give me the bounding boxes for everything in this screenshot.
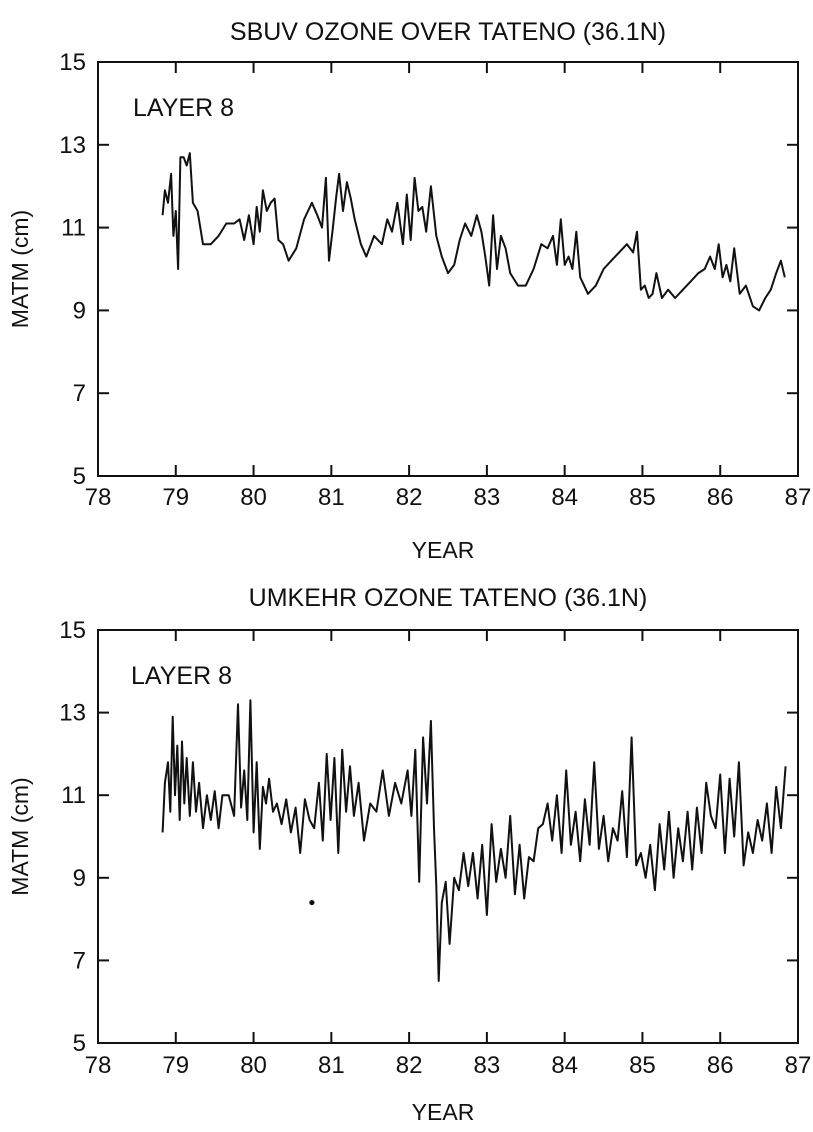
x-tick-label: 81 (318, 1052, 345, 1079)
x-tick-label: 84 (551, 484, 578, 511)
x-tick-label: 82 (396, 484, 423, 511)
x-tick-label: 82 (396, 1052, 423, 1079)
y-tick-label: 13 (59, 700, 86, 727)
x-tick-label: 79 (162, 1052, 189, 1079)
x-tick-label: 80 (240, 1052, 267, 1079)
x-tick-label: 85 (629, 484, 656, 511)
y-tick-label: 7 (73, 947, 86, 974)
y-tick-label: 11 (61, 215, 86, 242)
x-axis-label: YEAR (412, 1099, 475, 1125)
y-axis-label: MATM (cm) (7, 777, 33, 895)
x-tick-label: 78 (85, 1052, 112, 1079)
x-tick-label: 84 (551, 1052, 578, 1079)
series-line (161, 699, 787, 982)
x-tick-label: 83 (474, 1052, 501, 1079)
y-tick-label: 5 (73, 1030, 86, 1057)
x-tick-label: 80 (240, 484, 267, 511)
y-tick-label: 5 (73, 463, 86, 490)
y-axis-label: MATM (cm) (7, 210, 33, 328)
y-tick-label: 11 (61, 782, 86, 809)
x-tick-label: 85 (629, 1052, 656, 1079)
x-tick-label: 81 (318, 484, 345, 511)
y-tick-label: 9 (73, 865, 86, 892)
plot-frame (97, 629, 799, 1044)
chart-title: UMKEHR OZONE TATENO (36.1N) (249, 584, 648, 612)
series-line (161, 152, 786, 312)
chart-panel-umkehr: UMKEHR OZONE TATENO (36.1N)78 79 80 81 82 83 8… (7, 584, 811, 1125)
y-tick-label: 15 (59, 49, 86, 76)
x-tick-label: 87 (785, 484, 812, 511)
layer-annotation: LAYER 8 (133, 94, 234, 122)
y-tick-label: 9 (73, 297, 86, 324)
data-point (309, 899, 315, 906)
layer-annotation: LAYER 8 (131, 662, 232, 690)
y-tick-label: 13 (59, 132, 86, 159)
x-tick-label: 78 (85, 484, 112, 511)
x-tick-label: 79 (162, 484, 189, 511)
x-axis-label: YEAR (412, 537, 475, 563)
plot-frame (97, 61, 799, 477)
y-tick-label: 15 (59, 617, 86, 644)
chart-title: SBUV OZONE OVER TATENO (36.1N) (230, 18, 666, 46)
x-tick-label: 83 (474, 484, 501, 511)
y-tick-label: 7 (73, 380, 86, 407)
x-tick-label: 86 (707, 1052, 734, 1079)
chart-panel-sbuv: SBUV OZONE OVER TATENO (36.1N)78 79 80 81 82… (7, 18, 811, 563)
x-tick-label: 86 (707, 484, 734, 511)
x-tick-label: 87 (785, 1052, 812, 1079)
